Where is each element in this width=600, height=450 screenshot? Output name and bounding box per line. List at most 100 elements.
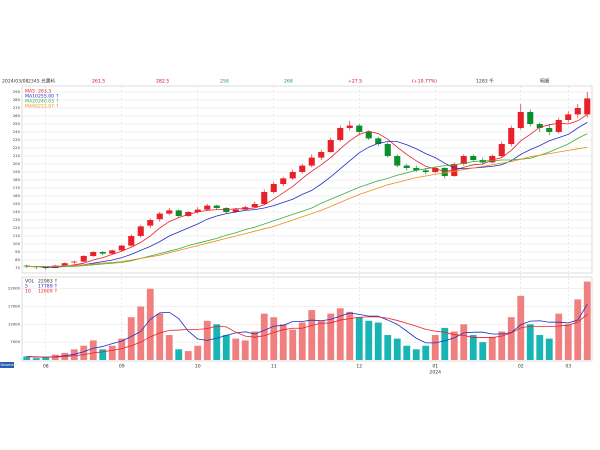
legend-name: MA60 (25, 104, 38, 110)
candle-body (318, 152, 325, 158)
candle-body (175, 210, 182, 216)
candle-body (156, 213, 163, 220)
volume-bar (165, 335, 173, 360)
y-tick-label: 160 (13, 193, 21, 198)
legend-value: 12609 ↑ (38, 289, 58, 295)
x-tick-label: 01 (432, 364, 438, 370)
volume-bar (308, 310, 316, 360)
candle-body (508, 128, 515, 144)
ma-line (26, 133, 588, 267)
volume-bar (317, 320, 325, 360)
legend-value: 222.07 ↑ (38, 104, 59, 110)
year-label: 2024 (429, 370, 441, 376)
header-item: 明細 (540, 78, 550, 85)
volume-bar (184, 351, 192, 360)
volume-bar (507, 317, 515, 360)
legend-value: 22983 ↑ (38, 279, 58, 285)
y-tick-label: 130 (13, 217, 21, 222)
candle-body (441, 168, 448, 176)
volume-bar (156, 313, 164, 360)
volume-bar (498, 331, 506, 360)
header-item: 261.5 (92, 79, 105, 85)
volume-bar (574, 299, 582, 360)
ma-line (26, 304, 588, 358)
volume-button[interactable] (0, 362, 14, 368)
volume-bar (251, 331, 259, 360)
y-tick-label: 290 (13, 89, 21, 94)
candle-body (365, 132, 372, 139)
y-tick-label: 90 (15, 249, 20, 254)
candle-body (527, 112, 534, 124)
candle-body (280, 178, 287, 184)
candle-body (147, 220, 154, 226)
volume-bar (403, 345, 411, 360)
candle-body (128, 236, 135, 246)
header-item: (+10.77%) (412, 79, 437, 85)
legend-name: VOL (25, 279, 35, 285)
candle-body (356, 125, 363, 132)
volume-bar (270, 317, 278, 360)
y-tick-label: 170 (13, 185, 21, 190)
price-panel (21, 85, 593, 274)
candle-body (574, 108, 581, 115)
x-tick-label: 11 (271, 364, 277, 370)
volume-bar (555, 313, 563, 360)
date: 2024/03/08 (2, 79, 29, 85)
volume-bar (23, 356, 31, 360)
y-tick-label: 220 (13, 145, 21, 150)
x-tick-label: 08 (43, 364, 49, 370)
candle-body (270, 184, 277, 192)
volume-bar (441, 327, 449, 360)
candle-body (118, 245, 125, 251)
volume-bar (298, 322, 306, 360)
volume-bar (222, 335, 230, 360)
y-tick-label: 70 (15, 265, 20, 270)
volume-bar (232, 338, 240, 360)
volume-bar (374, 322, 382, 360)
volume-bar (336, 308, 344, 360)
legend-value: 255.00 ↑ (38, 94, 59, 100)
volume-bar (469, 335, 477, 360)
volume-bar (127, 317, 135, 360)
volume-bar (488, 336, 496, 360)
y-tick-label: 100 (13, 241, 21, 246)
y-tick-label: 210 (13, 153, 21, 158)
volume-bar (393, 338, 401, 360)
candle-body (565, 114, 572, 120)
y-tick-label: 200 (13, 161, 21, 166)
candle-body (394, 156, 401, 166)
y-tick-label: 150 (13, 201, 21, 206)
candle-body (99, 252, 106, 254)
volume-bar (365, 320, 373, 360)
candle-body (299, 165, 306, 172)
volume-bar (431, 335, 439, 360)
volume-bar (412, 349, 420, 360)
x-tick-label: 09 (119, 364, 125, 370)
y-tick-label: 270 (13, 105, 21, 110)
volume-bar (146, 288, 154, 360)
volume-bar (108, 345, 116, 360)
candle-body (166, 210, 173, 214)
candle-body (375, 138, 382, 144)
volume-button-label[interactable]: Volume (0, 363, 14, 367)
candle-body (403, 165, 410, 168)
candle-body (470, 156, 477, 160)
legend-value: 17789 ↑ (38, 284, 58, 290)
y-tick-label: 110 (13, 233, 21, 238)
candle-body (137, 226, 144, 236)
volume-bar (32, 358, 40, 360)
y-tick-label: 240 (13, 129, 21, 134)
candle-body (384, 144, 391, 156)
ma-line (26, 122, 588, 268)
volume-bar (422, 345, 430, 360)
candle-body (555, 120, 562, 132)
candle-body (584, 98, 591, 115)
ma-line (26, 146, 588, 267)
candle-body (204, 205, 211, 210)
volume-bar (99, 349, 107, 360)
candle-body (71, 261, 78, 263)
y-tick-label: 250 (13, 121, 21, 126)
header-item: 258 (220, 79, 229, 85)
candle-body (90, 252, 97, 256)
